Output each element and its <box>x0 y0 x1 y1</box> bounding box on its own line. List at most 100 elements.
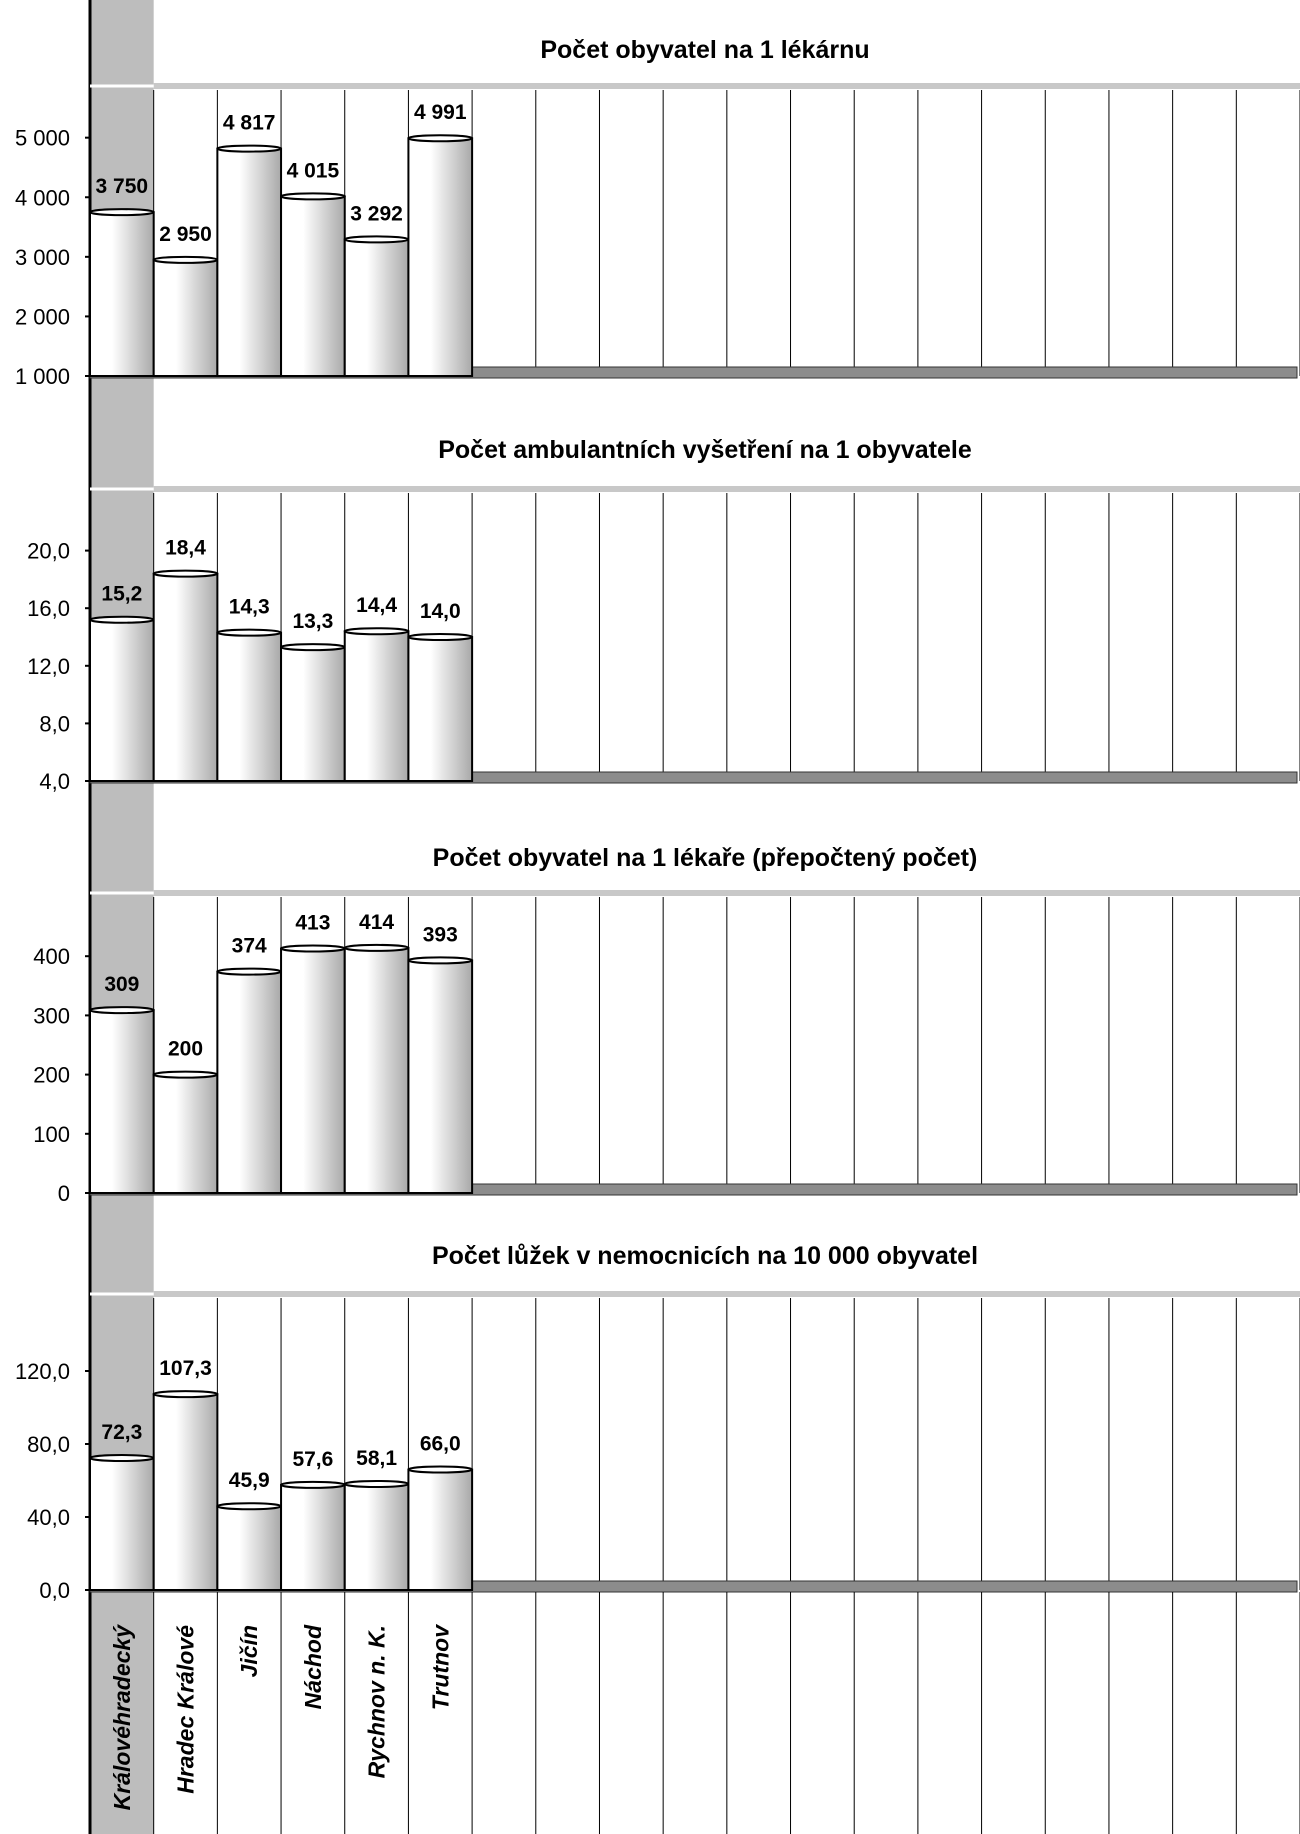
chart-title: Počet obyvatel na 1 lékárnu <box>540 36 869 64</box>
bar-3-6 <box>408 957 472 1193</box>
bar-4-3 <box>217 1503 281 1590</box>
category-label: Trutnov <box>427 1624 453 1710</box>
bar-body <box>217 1506 281 1590</box>
bar-body <box>281 949 345 1193</box>
data-label: 14,0 <box>420 600 461 623</box>
bar-cap <box>90 1455 154 1461</box>
bar-2-4 <box>281 644 345 781</box>
y-tick-label: 3 000 <box>15 245 70 270</box>
y-tick-label: 400 <box>33 944 70 969</box>
y-tick-label: 40,0 <box>27 1505 70 1530</box>
bar-body <box>345 948 409 1193</box>
bar-1-6 <box>408 135 472 376</box>
data-label: 393 <box>423 923 458 946</box>
data-label: 15,2 <box>101 583 142 606</box>
y-tick-label: 80,0 <box>27 1432 70 1457</box>
bar-2-6 <box>408 634 472 781</box>
bar-body <box>90 1458 154 1590</box>
bar-body <box>281 196 345 376</box>
bar-cap <box>281 946 345 952</box>
data-label: 414 <box>359 911 394 934</box>
bar-4-6 <box>408 1467 472 1590</box>
y-tick-label: 1 000 <box>15 364 70 389</box>
y-tick-label: 4,0 <box>39 769 70 794</box>
data-label: 107,3 <box>159 1357 212 1380</box>
bar-body <box>154 260 218 376</box>
bar-3-2 <box>154 1072 218 1193</box>
bar-body <box>408 138 472 376</box>
bar-cap <box>154 257 218 263</box>
bar-4-5 <box>345 1481 409 1590</box>
bar-body <box>90 1010 154 1193</box>
bar-body <box>281 647 345 781</box>
data-label: 72,3 <box>101 1421 142 1444</box>
data-label: 3 750 <box>96 175 149 198</box>
y-tick-label: 300 <box>33 1003 70 1028</box>
bar-2-5 <box>345 628 409 781</box>
y-tick-label: 0,0 <box>39 1578 70 1603</box>
bar-cap <box>345 236 409 242</box>
data-label: 374 <box>232 935 267 958</box>
bar-body <box>154 1075 218 1193</box>
bar-body <box>281 1485 345 1590</box>
bar-cap <box>345 1481 409 1487</box>
bar-1-1 <box>90 209 154 376</box>
bar-3-5 <box>345 945 409 1193</box>
bar-body <box>345 239 409 376</box>
category-label: Královéhradecký <box>109 1624 135 1811</box>
bar-cap <box>217 630 281 636</box>
data-label: 200 <box>168 1038 203 1061</box>
title-separator <box>154 1291 1300 1297</box>
data-label: 18,4 <box>165 537 206 560</box>
bar-cap <box>281 193 345 199</box>
bar-1-3 <box>217 146 281 376</box>
bar-cap <box>154 1391 218 1397</box>
title-separator <box>154 486 1300 492</box>
category-label: Jičín <box>236 1625 262 1677</box>
data-label: 14,3 <box>229 596 270 619</box>
y-tick-label: 0 <box>58 1181 70 1206</box>
category-label: Náchod <box>300 1624 326 1709</box>
y-tick-label: 8,0 <box>39 711 70 736</box>
bar-body <box>408 637 472 781</box>
bar-3-1 <box>90 1007 154 1193</box>
data-label: 2 950 <box>159 223 212 246</box>
bar-body <box>217 149 281 376</box>
title-separator <box>154 83 1300 89</box>
bar-body <box>154 574 218 781</box>
bar-cap <box>281 1482 345 1488</box>
y-tick-label: 2 000 <box>15 304 70 329</box>
data-label: 58,1 <box>356 1447 397 1470</box>
bar-cap <box>408 634 472 640</box>
bar-body <box>90 212 154 376</box>
bar-2-1 <box>90 617 154 781</box>
data-label: 4 991 <box>414 101 467 124</box>
data-label: 66,0 <box>420 1433 461 1456</box>
bar-cap <box>408 1467 472 1473</box>
y-tick-label: 12,0 <box>27 654 70 679</box>
bar-2-3 <box>217 630 281 781</box>
y-tick-label: 4 000 <box>15 185 70 210</box>
bar-body <box>217 633 281 781</box>
bar-cap <box>90 209 154 215</box>
bar-3-3 <box>217 969 281 1193</box>
bar-4-2 <box>154 1391 218 1590</box>
bar-body <box>90 620 154 781</box>
bar-3-4 <box>281 946 345 1193</box>
bar-body <box>408 1470 472 1590</box>
data-label: 45,9 <box>229 1469 270 1492</box>
y-tick-label: 100 <box>33 1122 70 1147</box>
category-label: Rychnov n. K. <box>364 1625 390 1778</box>
bar-2-2 <box>154 571 218 781</box>
bar-1-2 <box>154 257 218 376</box>
bar-cap <box>408 135 472 141</box>
bar-4-4 <box>281 1482 345 1590</box>
bar-cap <box>90 1007 154 1013</box>
y-tick-label: 5 000 <box>15 126 70 151</box>
chart-title: Počet lůžek v nemocnicích na 10 000 obyv… <box>432 1242 978 1270</box>
bar-1-5 <box>345 236 409 376</box>
data-label: 3 292 <box>350 202 403 225</box>
bar-cap <box>217 146 281 152</box>
data-label: 413 <box>295 912 330 935</box>
